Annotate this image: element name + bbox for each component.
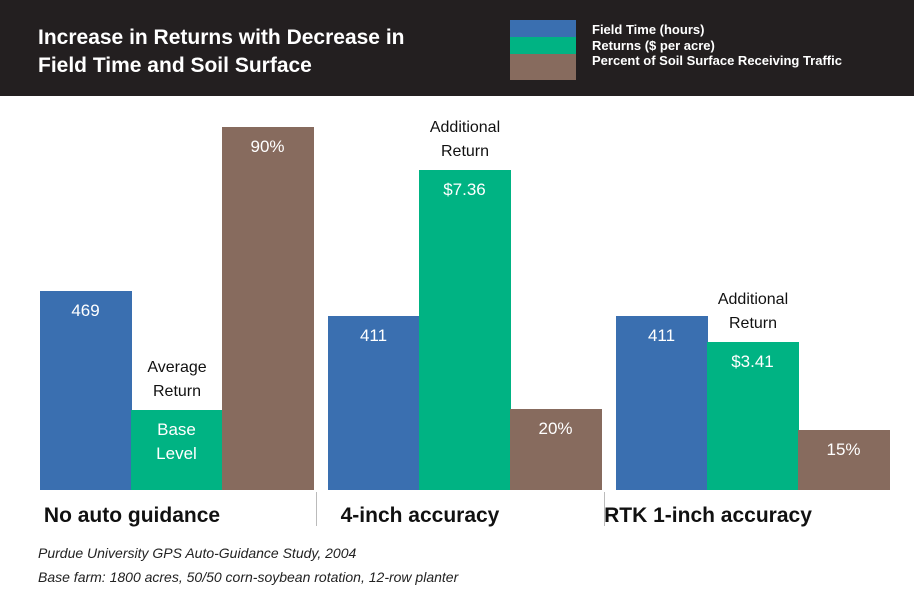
source-note: Purdue University GPS Auto-Guidance Stud… (38, 545, 357, 561)
header: Increase in Returns with Decrease in Fie… (0, 0, 914, 96)
value-label: 15% (826, 439, 861, 459)
bar (40, 291, 132, 490)
value-label: $3.41 (731, 351, 774, 371)
value-label: 411 (359, 325, 388, 345)
bar (222, 127, 314, 490)
bar (798, 429, 890, 490)
bar (510, 409, 602, 490)
bar (328, 315, 420, 490)
value-label: 411 (647, 325, 676, 345)
category-label: 4-inch accuracy (340, 504, 500, 527)
legend-label: Field Time (hours) (592, 22, 705, 37)
legend-swatch (510, 54, 576, 80)
legend-label: Returns ($ per acre) (592, 38, 715, 53)
legend-label: Percent of Soil Surface Receiving Traffi… (592, 53, 842, 68)
source-note: Base farm: 1800 acres, 50/50 corn-soybea… (38, 569, 459, 585)
chart-title: Increase in Returns with Decrease in Fie… (38, 26, 405, 77)
annotation: Additional Return (717, 290, 789, 332)
legend-swatch (510, 37, 576, 54)
annotation: Additional Return (429, 119, 501, 160)
legend-swatch (510, 20, 576, 37)
value-label: 469 (71, 301, 100, 320)
value-label: $7.36 (443, 180, 486, 199)
value-label: 20% (538, 419, 573, 439)
bar (616, 315, 708, 490)
category-label: No auto guidance (43, 504, 221, 527)
annotation: Average Return (147, 359, 207, 400)
bar (707, 341, 799, 490)
value-label: Base Level (156, 420, 197, 463)
separator (604, 492, 605, 526)
base-bar (131, 410, 223, 490)
bar (419, 170, 511, 490)
category-label: RTK 1-inch accuracy (604, 504, 812, 527)
value-label: 90% (250, 137, 285, 156)
separator (316, 492, 317, 526)
